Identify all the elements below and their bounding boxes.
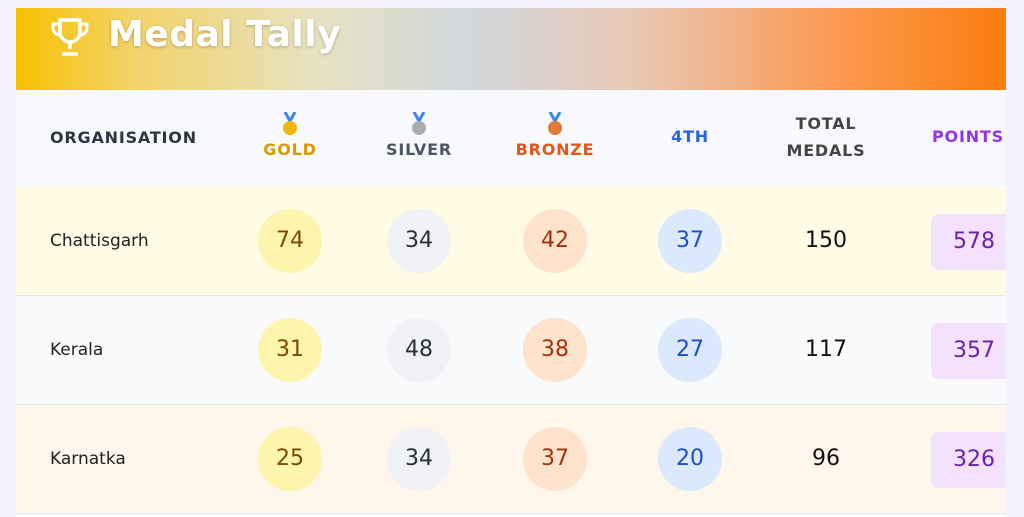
points: 357 — [931, 323, 1006, 379]
organisation: Karnatka — [50, 449, 126, 469]
medal-count: 34 — [387, 427, 451, 491]
medal-count: 48 — [387, 318, 451, 382]
column-header: BRONZE — [515, 140, 595, 159]
medal-card: Medal Tally ORGANISATION GOLD SILVER BRONZE… — [16, 8, 1006, 517]
column-header: TOTAL MEDALS — [786, 114, 866, 160]
medal-icon — [412, 112, 426, 135]
medal-count: 34 — [387, 209, 451, 273]
points: 578 — [931, 214, 1006, 270]
trophy-icon — [51, 18, 89, 56]
table-row: Kerala 31 48 38 27 117 357 — [16, 296, 1006, 405]
column-header: ORGANISATION — [50, 128, 197, 147]
column-header: GOLD — [263, 140, 317, 159]
medal-count: 31 — [258, 318, 322, 382]
header: Medal Tally — [16, 8, 1006, 90]
medal-count: 20 — [658, 427, 722, 491]
medal-count: 27 — [658, 318, 722, 382]
column-header: POINTS — [932, 127, 1004, 146]
medal-count: 25 — [258, 427, 322, 491]
medal-icon — [548, 112, 562, 135]
total-medals: 96 — [812, 446, 840, 471]
medal-count: 42 — [523, 209, 587, 273]
medal-icon — [283, 112, 297, 135]
table-row: Chattisgarh 74 34 42 37 150 578 — [16, 187, 1006, 296]
title: Medal Tally — [108, 14, 342, 55]
column-header: SILVER — [386, 140, 452, 159]
table-row: Karnatka 25 34 37 20 96 326 — [16, 405, 1006, 514]
points: 326 — [931, 432, 1006, 488]
medal-count: 38 — [523, 318, 587, 382]
column-header: 4TH — [671, 127, 709, 146]
medal-count: 74 — [258, 209, 322, 273]
medal-count: 37 — [658, 209, 722, 273]
organisation: Kerala — [50, 340, 104, 360]
medal-count: 37 — [523, 427, 587, 491]
table-header: ORGANISATION GOLD SILVER BRONZE 4TH TOTAL MED… — [16, 90, 1006, 189]
total-medals: 117 — [805, 337, 847, 362]
total-medals: 150 — [805, 228, 847, 253]
organisation: Chattisgarh — [50, 231, 149, 251]
